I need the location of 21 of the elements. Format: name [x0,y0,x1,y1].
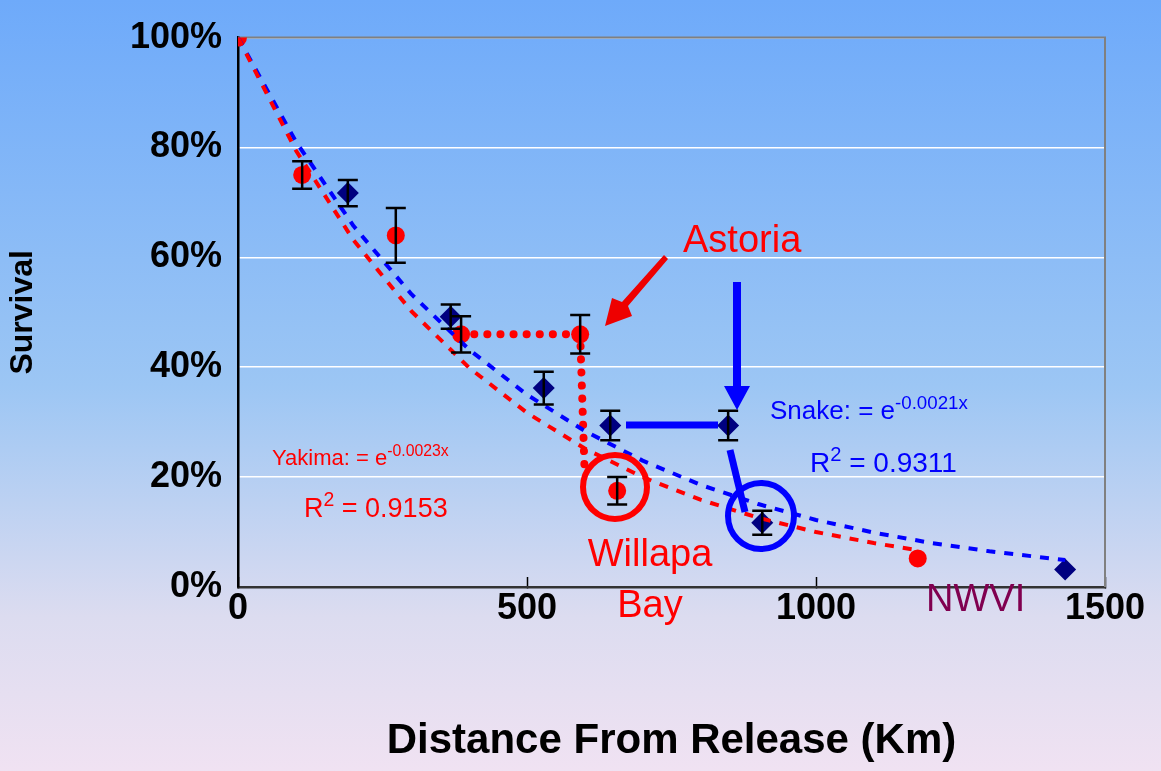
annotation: R$^{2}$ = 0.9311 [810,442,957,479]
annotation: Astoria [683,218,802,261]
x-tick-label: 1000 [775,585,857,627]
x-tick-label: 1500 [1064,585,1146,627]
y-axis-title: Survival [3,250,40,375]
y-tick-label: 40% [149,344,222,386]
annotation: NWVI [926,577,1026,620]
x-tick-label: 0 [227,585,249,627]
annotation: Yakima: = e$^{-0.0023x}$ [272,442,449,471]
y-tick-label: 20% [149,454,222,496]
annotation: Snake: = e$^{-0.0021x}$ [770,391,968,425]
y-tick-label: 0% [169,563,222,605]
y-tick-label: 100% [129,14,222,56]
point [908,549,927,568]
annotation: Willapa Bay [586,531,714,628]
y-tick-label: 60% [149,234,222,276]
annotation: R$^{2}$ = 0.9153 [304,488,448,524]
x-axis-title: Distance From Release (Km) [386,715,957,763]
x-tick-label: 500 [496,585,558,627]
y-tick-label: 80% [149,124,222,166]
point [1054,558,1077,581]
